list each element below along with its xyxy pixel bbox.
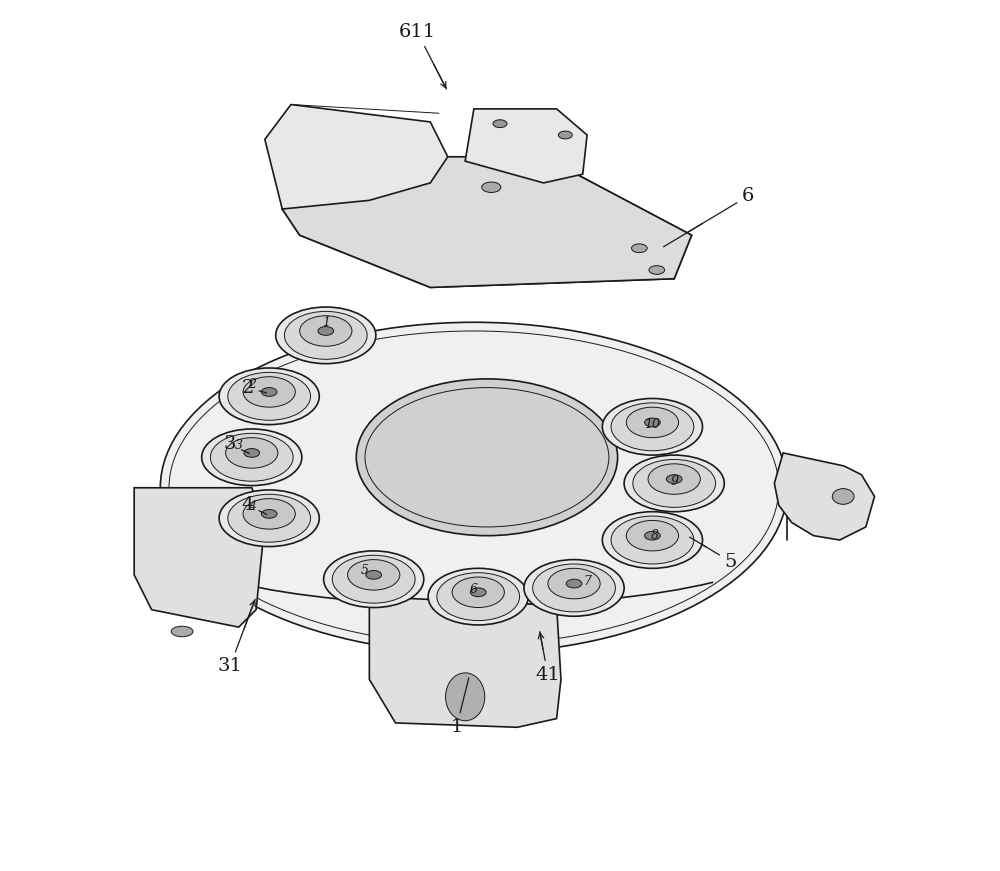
- Text: 3: 3: [235, 439, 243, 451]
- Polygon shape: [134, 488, 265, 627]
- Polygon shape: [369, 597, 561, 727]
- Ellipse shape: [300, 316, 352, 346]
- Ellipse shape: [160, 322, 787, 653]
- Text: 31: 31: [218, 599, 255, 675]
- Ellipse shape: [228, 373, 311, 421]
- Text: 611: 611: [399, 24, 446, 89]
- Ellipse shape: [626, 408, 679, 437]
- Text: 6: 6: [470, 584, 478, 596]
- Polygon shape: [265, 105, 448, 209]
- Ellipse shape: [437, 573, 520, 620]
- Ellipse shape: [611, 516, 694, 564]
- Text: 10: 10: [644, 418, 660, 430]
- Text: 7: 7: [583, 576, 591, 588]
- Ellipse shape: [332, 556, 415, 603]
- Ellipse shape: [452, 577, 504, 608]
- Ellipse shape: [566, 579, 582, 588]
- Polygon shape: [774, 453, 875, 540]
- Ellipse shape: [632, 244, 647, 253]
- Ellipse shape: [219, 368, 319, 425]
- Ellipse shape: [243, 498, 295, 529]
- Ellipse shape: [171, 626, 193, 637]
- Text: 1: 1: [450, 678, 469, 736]
- Ellipse shape: [219, 490, 319, 547]
- Ellipse shape: [202, 429, 302, 486]
- Ellipse shape: [284, 312, 367, 359]
- Polygon shape: [282, 157, 692, 287]
- Text: 41: 41: [536, 631, 560, 684]
- Text: 5: 5: [690, 537, 737, 571]
- Ellipse shape: [428, 568, 528, 625]
- Ellipse shape: [210, 434, 293, 481]
- Ellipse shape: [524, 560, 624, 617]
- Ellipse shape: [228, 495, 311, 542]
- Text: 4: 4: [241, 496, 267, 515]
- Ellipse shape: [666, 475, 682, 483]
- Ellipse shape: [276, 307, 376, 364]
- Ellipse shape: [602, 511, 703, 568]
- Ellipse shape: [633, 460, 716, 507]
- Ellipse shape: [626, 521, 679, 551]
- Ellipse shape: [244, 449, 260, 457]
- Ellipse shape: [645, 531, 660, 540]
- Ellipse shape: [226, 437, 278, 469]
- Text: 9: 9: [670, 476, 678, 488]
- Text: 6: 6: [664, 187, 754, 246]
- Ellipse shape: [624, 455, 724, 511]
- Text: 8: 8: [651, 530, 659, 542]
- Ellipse shape: [558, 132, 572, 139]
- Ellipse shape: [648, 463, 700, 495]
- Ellipse shape: [470, 588, 486, 597]
- Ellipse shape: [501, 161, 517, 170]
- Ellipse shape: [611, 402, 694, 451]
- Ellipse shape: [318, 327, 334, 335]
- Ellipse shape: [649, 266, 665, 274]
- Ellipse shape: [356, 379, 618, 536]
- Text: 2: 2: [241, 379, 267, 396]
- Text: 3: 3: [224, 436, 249, 454]
- Ellipse shape: [482, 182, 501, 192]
- Ellipse shape: [645, 418, 660, 427]
- Ellipse shape: [548, 568, 600, 599]
- Ellipse shape: [446, 672, 485, 721]
- Ellipse shape: [602, 399, 703, 455]
- Text: 1: 1: [322, 316, 330, 328]
- Ellipse shape: [832, 489, 854, 504]
- Text: 2: 2: [248, 379, 256, 391]
- Ellipse shape: [533, 564, 615, 611]
- Text: 4: 4: [248, 501, 256, 513]
- Text: 5: 5: [361, 564, 369, 577]
- Ellipse shape: [261, 388, 277, 396]
- Ellipse shape: [324, 550, 424, 608]
- Polygon shape: [465, 109, 587, 183]
- Ellipse shape: [261, 510, 277, 518]
- Ellipse shape: [243, 376, 295, 407]
- Ellipse shape: [493, 119, 507, 127]
- Ellipse shape: [318, 174, 334, 183]
- Ellipse shape: [366, 571, 382, 579]
- Ellipse shape: [348, 560, 400, 591]
